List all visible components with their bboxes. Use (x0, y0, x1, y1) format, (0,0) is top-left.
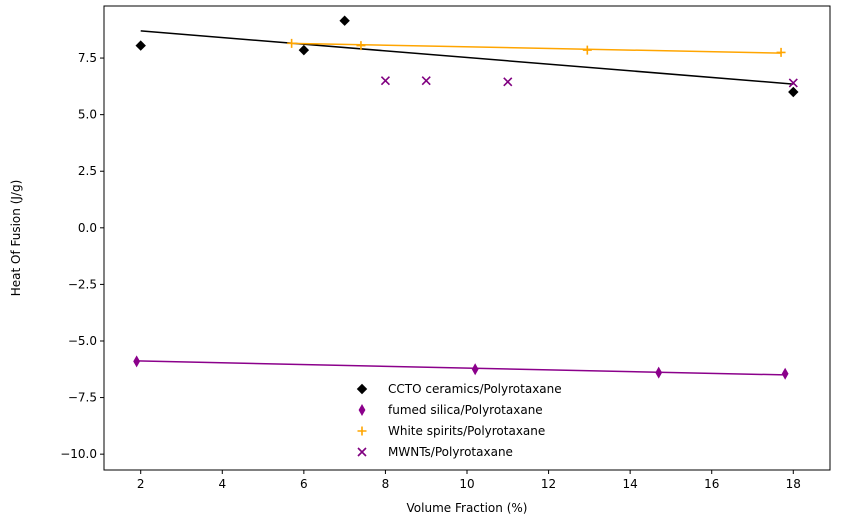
data-markers (133, 15, 799, 380)
point-s2-0 (287, 38, 297, 48)
point-s3-3 (788, 78, 798, 88)
y-tick-label-7: 7.5 (78, 51, 97, 65)
point-s2-2 (582, 45, 592, 55)
point-s3-1 (421, 76, 431, 86)
point-s1-1 (471, 363, 479, 376)
x-tick-label-1: 4 (218, 477, 226, 491)
point-s1-3 (781, 367, 789, 380)
legend-label-3: MWNTs/Polyrotaxane (388, 445, 513, 459)
point-s2-3 (776, 47, 786, 57)
x-tick-label-8: 18 (786, 477, 801, 491)
y-tick-label-5: 2.5 (78, 164, 97, 178)
legend: CCTO ceramics/Polyrotaxane fumed silica/P… (356, 382, 562, 459)
point-s1-2 (655, 366, 663, 379)
legend-label-0: CCTO ceramics/Polyrotaxane (388, 382, 562, 396)
point-s0-1 (298, 44, 310, 56)
point-s3-2 (503, 77, 513, 87)
y-tick-label-4: 0.0 (78, 221, 97, 235)
point-s0-2 (339, 15, 350, 26)
y-tick-label-6: 5.0 (78, 108, 97, 122)
legend-label-1: fumed silica/Polyrotaxane (388, 403, 543, 417)
fit-line-2 (291, 42, 782, 54)
x-tick-label-5: 12 (541, 477, 556, 491)
legend-label-2: White spirits/Polyrotaxane (388, 424, 545, 438)
x-tick-label-6: 14 (623, 477, 638, 491)
x-tick-label-0: 2 (137, 477, 145, 491)
point-s3-0 (380, 76, 390, 86)
point-s0-3 (788, 86, 799, 98)
y-tick-label-2: −5.0 (68, 334, 97, 348)
legend-marker-1 (358, 404, 366, 416)
x-tick-label-2: 6 (300, 477, 308, 491)
fit-lines (136, 30, 794, 376)
x-tick-label-3: 8 (382, 477, 390, 491)
fit-line-0 (140, 30, 794, 85)
y-tick-label-0: −10.0 (60, 447, 97, 461)
x-axis-label: Volume Fraction (%) (407, 501, 528, 515)
point-s0-0 (135, 40, 146, 51)
plot-area (104, 6, 830, 470)
y-tick-label-1: −7.5 (68, 391, 97, 405)
y-axis-label: Heat Of Fusion (J/g) (9, 180, 23, 297)
legend-marker-3 (357, 447, 367, 457)
y-tick-label-3: −2.5 (68, 277, 97, 291)
y-axis-ticks: −10.0 −7.5 −5.0 −2.5 0.0 2.5 5.0 7.5 (60, 51, 104, 461)
x-tick-label-4: 10 (459, 477, 474, 491)
point-s1-0 (133, 355, 141, 368)
x-tick-label-7: 16 (704, 477, 719, 491)
legend-marker-0 (356, 383, 368, 395)
point-s2-1 (356, 41, 366, 51)
fit-line-1 (136, 360, 786, 376)
legend-marker-2 (357, 426, 367, 436)
x-axis-ticks: 2 4 6 8 10 12 14 16 18 (137, 470, 801, 491)
